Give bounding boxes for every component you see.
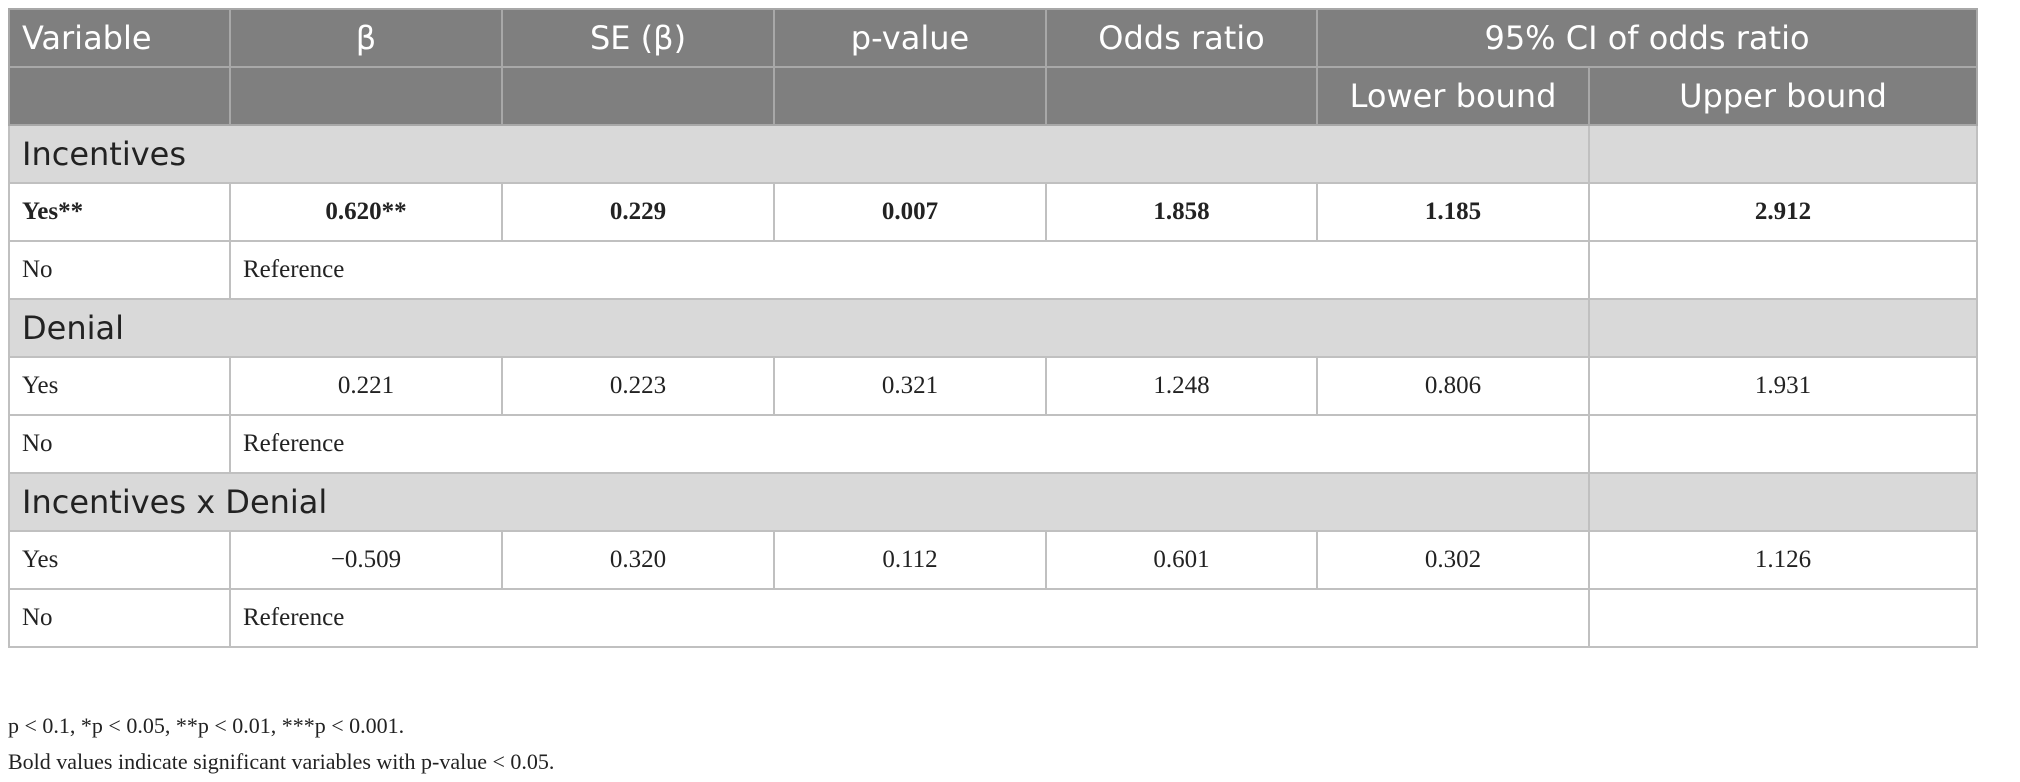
header-cell: Odds ratio: [1045, 8, 1318, 68]
value-cell: 0.601: [1045, 530, 1318, 590]
reference-cell: Reference: [229, 588, 1590, 648]
value-cell: 1.185: [1316, 182, 1590, 242]
section-title: Incentives: [8, 124, 1590, 184]
value-cell: −0.509: [229, 530, 503, 590]
reference-cell: Reference: [229, 414, 1590, 474]
data-row: Yes 0.221 0.223 0.321 1.248 0.806 1.931: [8, 356, 1978, 416]
header-cell: [8, 66, 231, 126]
value-cell: 2.912: [1588, 182, 1978, 242]
value-cell: 0.620**: [229, 182, 503, 242]
value-cell: 0.223: [501, 356, 775, 416]
footnote: p < 0.1, *p < 0.05, **p < 0.01, ***p < 0…: [8, 713, 405, 738]
value-cell: 1.931: [1588, 356, 1978, 416]
section-row: Incentives x Denial: [8, 472, 1978, 532]
header-cell: β: [229, 8, 503, 68]
data-row: Yes −0.509 0.320 0.112 0.601 0.302 1.126: [8, 530, 1978, 590]
subheader-row: Lower bound Upper bound: [8, 66, 1978, 126]
data-row: No Reference: [8, 588, 1978, 648]
subheader-cell: Upper bound: [1588, 66, 1978, 126]
footnote: Bold values indicate significant variabl…: [8, 749, 555, 774]
value-cell: 0.321: [773, 356, 1047, 416]
section-title: Incentives x Denial: [8, 472, 1590, 532]
row-label: Yes**: [8, 182, 231, 242]
value-cell: 0.221: [229, 356, 503, 416]
section-row: Denial: [8, 298, 1978, 358]
row-label: Yes: [8, 530, 231, 590]
value-cell: 0.112: [773, 530, 1047, 590]
empty-cell: [1588, 414, 1978, 474]
value-cell: 0.229: [501, 182, 775, 242]
section-cell: [1588, 298, 1978, 358]
regression-table: Variable β SE (β) p-value Odds ratio 95% CI o…: [8, 8, 1978, 648]
value-cell: 0.007: [773, 182, 1047, 242]
data-row: No Reference: [8, 240, 1978, 300]
section-cell: [1588, 472, 1978, 532]
row-label: Yes: [8, 356, 231, 416]
header-row: Variable β SE (β) p-value Odds ratio 95% CI o…: [8, 8, 1978, 68]
header-cell: [1045, 66, 1318, 126]
header-cell: p-value: [773, 8, 1047, 68]
section-cell: [1588, 124, 1978, 184]
value-cell: 0.806: [1316, 356, 1590, 416]
empty-cell: [1588, 588, 1978, 648]
row-label: No: [8, 414, 231, 474]
data-row: No Reference: [8, 414, 1978, 474]
row-label: No: [8, 588, 231, 648]
header-cell: SE (β): [501, 8, 775, 68]
empty-cell: [1588, 240, 1978, 300]
header-cell: 95% CI of odds ratio: [1316, 8, 1978, 68]
table-wrap: Variable β SE (β) p-value Odds ratio 95% CI o…: [8, 8, 1978, 648]
header-cell: Variable: [8, 8, 231, 68]
subheader-cell: Lower bound: [1316, 66, 1590, 126]
section-row: Incentives: [8, 124, 1978, 184]
value-cell: 1.248: [1045, 356, 1318, 416]
value-cell: 1.858: [1045, 182, 1318, 242]
reference-cell: Reference: [229, 240, 1590, 300]
section-title: Denial: [8, 298, 1590, 358]
value-cell: 1.126: [1588, 530, 1978, 590]
data-row: Yes** 0.620** 0.229 0.007 1.858 1.185 2.912: [8, 182, 1978, 242]
footnotes: p < 0.1, *p < 0.05, **p < 0.01, ***p < 0…: [8, 708, 554, 780]
value-cell: 0.320: [501, 530, 775, 590]
header-cell: [773, 66, 1047, 126]
row-label: No: [8, 240, 231, 300]
header-cell: [229, 66, 503, 126]
header-cell: [501, 66, 775, 126]
value-cell: 0.302: [1316, 530, 1590, 590]
